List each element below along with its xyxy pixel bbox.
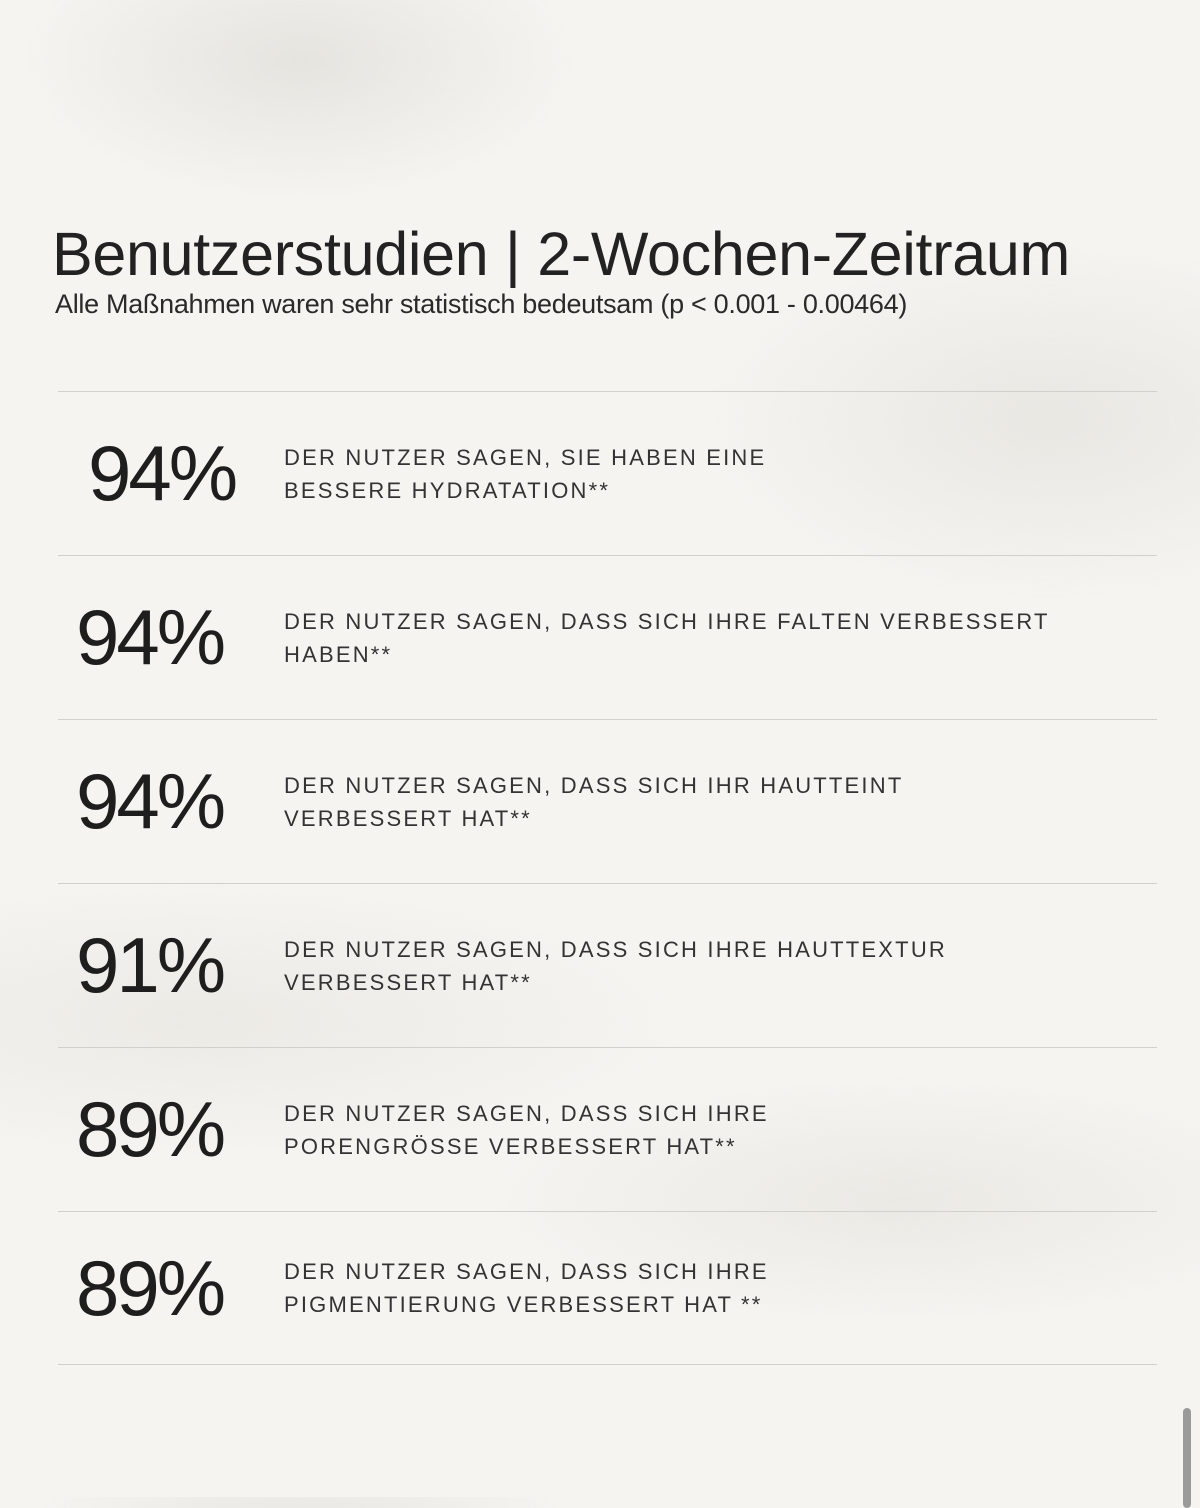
stat-description: DER NUTZER SAGEN, DASS SICH IHRE PORENGR… — [284, 1100, 769, 1159]
stat-percent: 89% — [76, 1243, 226, 1332]
stat-description: DER NUTZER SAGEN, SIE HABEN EINE BESSERE… — [284, 444, 767, 503]
stat-percent: 94% — [76, 593, 226, 681]
stat-percent: 94% — [88, 429, 238, 517]
page-title: Benutzerstudien | 2-Wochen-Zeitraum — [52, 219, 1070, 288]
stat-row: 89% DER NUTZER SAGEN, DASS SICH IHRE PIG… — [58, 1211, 1157, 1365]
stat-row: 89% DER NUTZER SAGEN, DASS SICH IHRE POR… — [58, 1047, 1157, 1211]
stats-list: 94% DER NUTZER SAGEN, SIE HABEN EINE BES… — [58, 391, 1157, 1365]
stat-percent: 89% — [76, 1085, 226, 1173]
stat-row: 94% DER NUTZER SAGEN, DASS SICH IHRE FAL… — [58, 555, 1157, 719]
stat-description: DER NUTZER SAGEN, DASS SICH IHR HAUTTEIN… — [284, 772, 904, 831]
stat-row: 94% DER NUTZER SAGEN, SIE HABEN EINE BES… — [58, 391, 1157, 555]
page-subtitle: Alle Maßnahmen waren sehr statistisch be… — [55, 289, 908, 319]
stat-description: DER NUTZER SAGEN, DASS SICH IHRE PIGMENT… — [284, 1259, 769, 1317]
stat-description: DER NUTZER SAGEN, DASS SICH IHRE FALTEN … — [284, 608, 1050, 667]
stat-row: 94% DER NUTZER SAGEN, DASS SICH IHR HAUT… — [58, 719, 1157, 883]
scrollbar[interactable] — [1183, 1408, 1191, 1508]
stat-row: 91% DER NUTZER SAGEN, DASS SICH IHRE HAU… — [58, 883, 1157, 1047]
stat-description: DER NUTZER SAGEN, DASS SICH IHRE HAUTTEX… — [284, 936, 947, 995]
stat-percent: 91% — [76, 921, 226, 1009]
stat-percent: 94% — [76, 757, 226, 845]
